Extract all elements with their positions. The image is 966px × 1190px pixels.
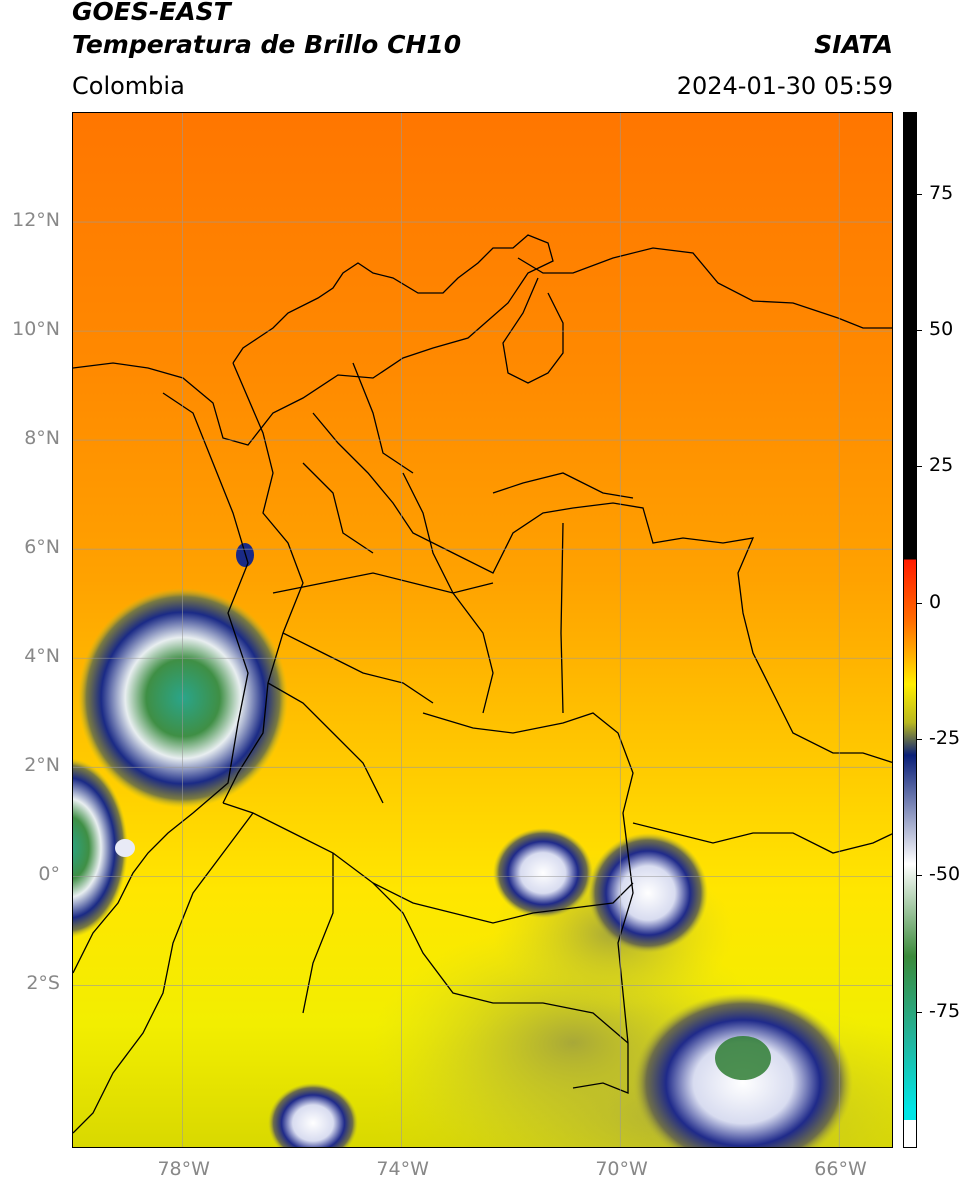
storm-cell-amazon	[588, 833, 708, 953]
storm-cell-east	[493, 828, 593, 918]
colorbar-tick-mark	[917, 602, 922, 604]
satellite-map[interactable]	[72, 112, 893, 1148]
colorbar-tick-label: 75	[929, 181, 954, 204]
latitude-tick-label: 2°N	[24, 754, 60, 777]
colorbar	[903, 112, 917, 1148]
colorbar-tick-label: 50	[929, 318, 954, 341]
latitude-tick-label: 4°N	[24, 645, 60, 668]
colorbar-tick-mark	[917, 330, 922, 332]
colorbar-tick-label: 25	[929, 454, 954, 477]
latitude-tick-label: 6°N	[24, 536, 60, 559]
colorbar-tick-mark	[917, 875, 922, 877]
storm-cell-west	[73, 758, 128, 938]
graticule	[73, 113, 892, 1147]
latitude-tick-label: 8°N	[24, 427, 60, 450]
map-canvas	[73, 113, 892, 1147]
storm-cell-south	[268, 1083, 358, 1147]
longitude-tick-label: 74°W	[376, 1158, 429, 1180]
region-label: Colombia	[72, 72, 185, 100]
colorbar-tick-mark	[917, 739, 922, 741]
organization-label: SIATA	[814, 30, 893, 59]
colorbar-tick-label: 0	[929, 590, 942, 613]
borders	[73, 234, 892, 1134]
storm-cell-pacific	[78, 588, 288, 808]
colorbar-tick-label: -75	[929, 999, 961, 1022]
colorbar-tick-mark	[917, 1011, 922, 1013]
latitude-tick-label: 2°S	[26, 972, 60, 995]
timestamp: 2024-01-30 05:59	[676, 72, 893, 100]
product-name: GOES-EAST	[72, 0, 231, 26]
latitude-tick-label: 10°N	[12, 318, 60, 341]
latitude-tick-label: 0°	[38, 863, 60, 886]
latitude-tick-label: 12°N	[12, 209, 60, 232]
colorbar-tick-label: -50	[929, 863, 961, 886]
colorbar-tick-label: -25	[929, 727, 961, 750]
longitude-tick-label: 70°W	[595, 1158, 648, 1180]
product-description: Temperatura de Brillo CH10	[72, 30, 462, 59]
colorbar-tick-mark	[917, 193, 922, 195]
longitude-tick-label: 66°W	[814, 1158, 867, 1180]
longitude-tick-label: 78°W	[157, 1158, 210, 1180]
colorbar-tick-mark	[917, 466, 922, 468]
